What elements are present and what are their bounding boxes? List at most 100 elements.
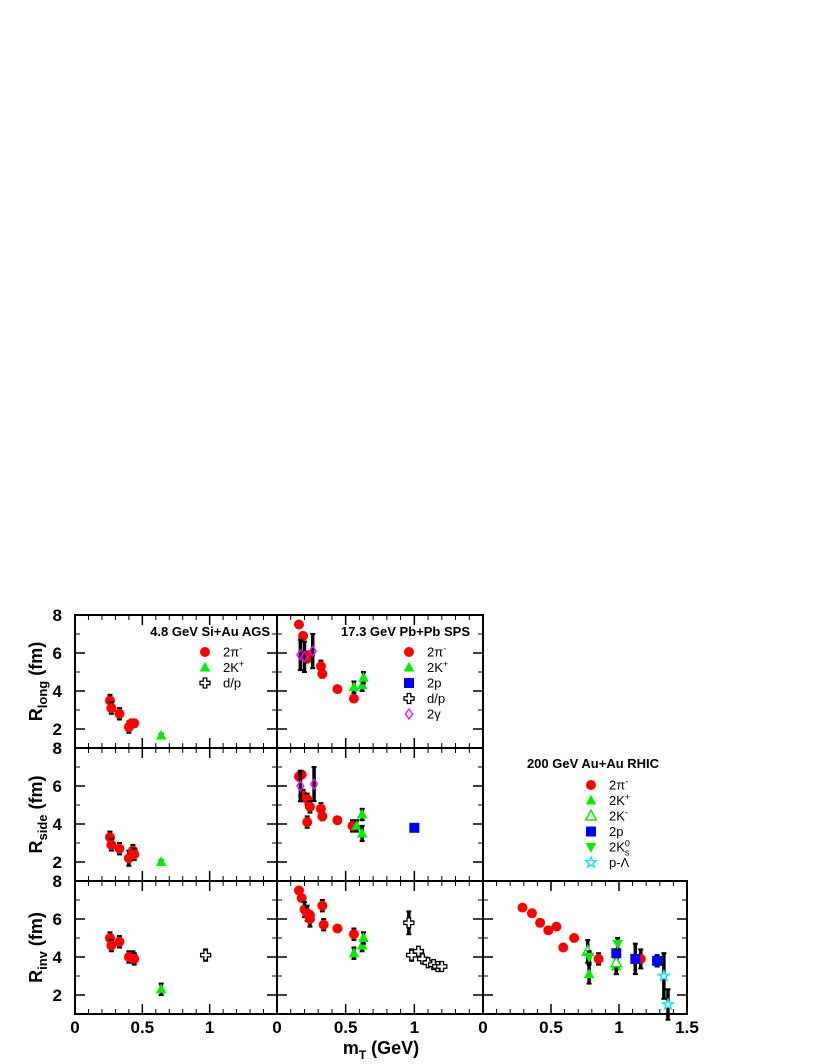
- data-point-circle: [296, 893, 307, 904]
- legend-label: 2π-: [223, 644, 242, 660]
- x-axis-title: mT (GeV): [343, 1038, 419, 1062]
- panel-frame-2-2: [482, 880, 688, 1015]
- legend-label: 2p: [427, 676, 441, 691]
- legend-marker-cross-open: [403, 692, 415, 705]
- data-point-circle: [593, 953, 604, 964]
- legend-marker-square: [404, 678, 414, 688]
- data-point-triangle: [356, 679, 368, 690]
- data-point-circle: [129, 849, 140, 860]
- x-tick-label: 0.5: [334, 1018, 358, 1037]
- y-tick-label: 4: [53, 682, 63, 701]
- legend-marker-triangle: [403, 661, 415, 672]
- legend-label: 2π-: [609, 777, 628, 793]
- x-tick-label: 1: [614, 1018, 623, 1037]
- data-point-circle: [304, 801, 315, 812]
- x-tick-label: 0: [272, 1018, 281, 1037]
- panel-frame-1-2: [276, 880, 484, 1015]
- data-point-triangle: [356, 939, 368, 950]
- y-tick-label: 8: [53, 872, 62, 891]
- panel-frame-1-1: [276, 747, 484, 882]
- legend-label: 2p: [609, 824, 623, 839]
- data-point-square: [611, 948, 622, 959]
- x-tick-label: 1.5: [675, 1018, 699, 1037]
- data-point-triangle: [356, 827, 368, 838]
- data-point-diamond-open: [309, 777, 319, 791]
- legend-marker-cross-open: [199, 677, 211, 689]
- x-tick-label: 0: [478, 1018, 487, 1037]
- legend-label: 2K+: [427, 659, 448, 675]
- data-point-circle: [543, 925, 554, 936]
- data-point-circle: [293, 885, 304, 896]
- legend-marker-circle: [200, 647, 210, 657]
- x-tick-label: 0.5: [539, 1018, 563, 1037]
- data-point-circle: [315, 661, 326, 672]
- data-point-cross-open: [403, 917, 415, 929]
- data-point-circle: [318, 919, 329, 930]
- panel-title-0: 4.8 GeV Si+Au AGS: [150, 624, 270, 639]
- data-point-circle: [304, 910, 315, 921]
- data-point-circle: [535, 917, 546, 928]
- data-point-triangle: [155, 856, 167, 866]
- data-point-square: [409, 822, 420, 833]
- x-tick-label: 0: [70, 1018, 79, 1037]
- y-axis-title-inv: Rinv (fm): [26, 912, 50, 983]
- y-tick-label: 6: [53, 644, 62, 663]
- panel-frame-0-2: [74, 880, 278, 1015]
- x-tick-label: 1: [205, 1018, 214, 1037]
- data-point-circle: [348, 929, 359, 940]
- x-tick-label: 1: [410, 1018, 419, 1037]
- data-point-circle: [129, 953, 140, 964]
- y-tick-label: 2: [53, 853, 62, 872]
- legend-marker-diamond-open: [404, 707, 414, 721]
- data-point-circle: [317, 811, 328, 822]
- data-point-square: [652, 955, 663, 966]
- y-axis-title-long: Rlong (fm): [26, 642, 50, 721]
- data-point-circle: [106, 839, 117, 850]
- legend-marker-triangle: [585, 794, 597, 805]
- data-point-circle: [129, 718, 140, 729]
- data-point-circle: [332, 684, 343, 695]
- legend-1: 2π-2K+2pd/p2γ: [403, 644, 448, 722]
- data-point-circle: [558, 942, 569, 953]
- data-point-circle: [526, 908, 537, 919]
- data-point-triangle: [583, 968, 595, 979]
- y-tick-label: 6: [53, 910, 62, 929]
- data-point-circle: [114, 936, 125, 947]
- data-point-circle: [332, 923, 343, 934]
- legend-label: 2K0 s: [609, 839, 630, 858]
- legend-0: 2π-2K+d/p: [199, 644, 244, 691]
- data-point-circle: [569, 933, 580, 943]
- y-tick-label: 6: [53, 777, 62, 796]
- y-axis-title-side: Rside (fm): [26, 775, 50, 853]
- data-point-circle: [302, 817, 313, 828]
- legend-label: 2K-: [609, 808, 628, 824]
- data-point-circle: [517, 902, 528, 913]
- legend-label: 2γ: [427, 707, 441, 722]
- panel-frame-0-1: [74, 747, 278, 882]
- legend-marker-square: [586, 826, 596, 837]
- legend-label: 2π-: [427, 644, 446, 660]
- legend-marker-triangle-open: [584, 808, 598, 821]
- legend-label: 2K+: [609, 792, 630, 808]
- data-point-triangle: [155, 729, 167, 740]
- data-point-circle: [315, 803, 326, 814]
- data-point-circle: [106, 703, 117, 714]
- data-point-cross-open: [199, 949, 212, 961]
- y-tick-label: 2: [53, 720, 62, 739]
- panel-title-1: 17.3 GeV Pb+Pb SPS: [341, 624, 470, 639]
- y-tick-label: 2: [53, 986, 62, 1005]
- legend-marker-star-open: [583, 855, 599, 869]
- data-point-cross-open: [436, 960, 448, 973]
- data-point-triangle: [348, 681, 360, 692]
- data-point-circle: [551, 921, 562, 932]
- legend-label: 2K+: [223, 659, 244, 675]
- data-point-circle: [293, 619, 304, 630]
- data-point-diamond-open: [308, 644, 318, 658]
- data-point-circle: [332, 815, 343, 826]
- panel-title-2: 200 GeV Au+Au RHIC: [527, 756, 660, 771]
- data-point-circle: [114, 708, 125, 719]
- data-point-diamond-open: [296, 779, 305, 793]
- legend-marker-circle: [586, 780, 596, 790]
